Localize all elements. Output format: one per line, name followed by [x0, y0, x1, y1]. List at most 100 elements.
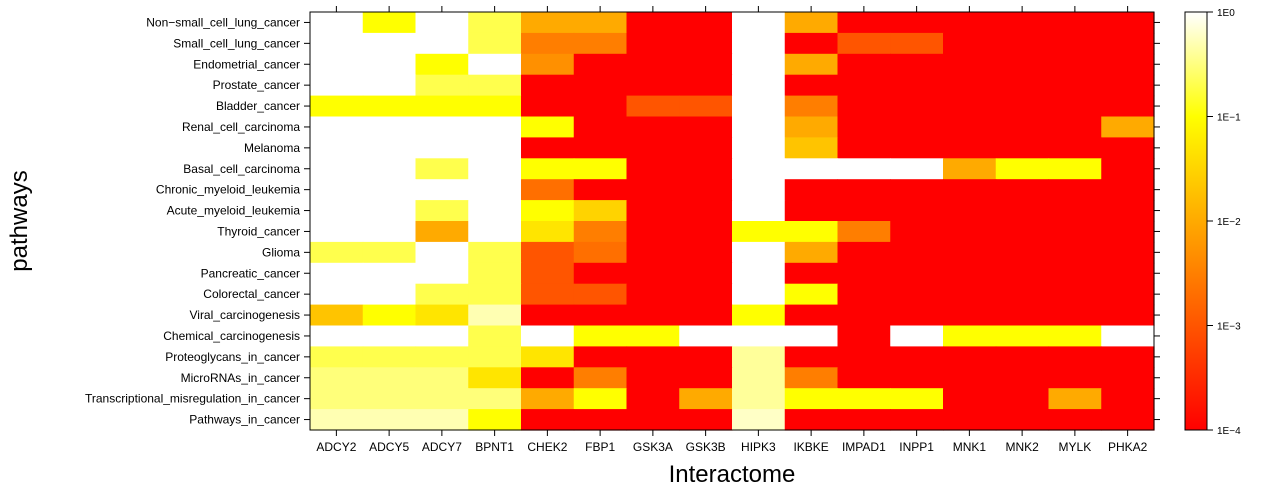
heatmap-cell [415, 388, 469, 410]
heatmap-cell [943, 95, 997, 118]
heatmap-cell [732, 158, 786, 180]
heatmap-cell [415, 116, 469, 138]
heatmap-cell [732, 200, 786, 222]
heatmap-cell [679, 74, 733, 97]
heatmap-cell [626, 12, 680, 34]
heatmap-cell [573, 137, 628, 159]
heatmap-cell [1048, 95, 1102, 118]
heatmap-cell [626, 32, 680, 55]
heatmap-cell [1101, 200, 1155, 222]
heatmap-cell [943, 116, 997, 138]
heatmap-cell [732, 137, 786, 159]
heatmap-cell [573, 74, 628, 97]
heatmap-cell [679, 388, 733, 410]
y-tick-label: Non−small_cell_lung_cancer [146, 15, 300, 29]
heatmap-cell [679, 262, 733, 285]
heatmap-cell [784, 12, 839, 34]
heatmap-cell [626, 53, 680, 76]
heatmap-cell [468, 262, 522, 285]
heatmap-cell [362, 200, 417, 222]
heatmap-cell [362, 262, 417, 285]
heatmap-cell [415, 137, 469, 159]
heatmap-cell [573, 325, 628, 347]
heatmap-cell [784, 32, 839, 55]
heatmap-cell [468, 346, 522, 368]
heatmap-cell [837, 53, 891, 76]
y-tick-label: Colorectal_cancer [203, 287, 300, 301]
heatmap-cell [890, 158, 944, 180]
heatmap-cell [784, 367, 839, 389]
heatmap-cell [626, 409, 680, 431]
heatmap-cell [1101, 304, 1155, 327]
heatmap-cell [415, 95, 469, 118]
y-tick-label: Renal_cell_carcinoma [182, 120, 300, 134]
heatmap-cell [732, 304, 786, 327]
heatmap-cell [415, 346, 469, 368]
heatmap-cell [626, 179, 680, 201]
heatmap-cell [943, 179, 997, 201]
heatmap-cell [732, 409, 786, 431]
heatmap-cell [837, 283, 891, 306]
heatmap-cell [1048, 283, 1102, 306]
heatmap-cell [837, 346, 891, 368]
y-tick-label: Melanoma [244, 141, 300, 155]
heatmap-cell [468, 200, 522, 222]
heatmap-cell [1048, 325, 1102, 347]
heatmap-cell [784, 388, 839, 410]
heatmap-cell [995, 325, 1050, 347]
heatmap-cell [415, 158, 469, 180]
heatmap-cell [1101, 95, 1155, 118]
heatmap-cell [732, 74, 786, 97]
heatmap-cell [310, 388, 364, 410]
heatmap-cell [521, 346, 575, 368]
heatmap-cell [521, 95, 575, 118]
heatmap-cell [1101, 53, 1155, 76]
heatmap-cell [784, 53, 839, 76]
heatmap-cell [468, 137, 522, 159]
heatmap-cell [1101, 179, 1155, 201]
heatmap-cell [468, 325, 522, 347]
heatmap-cell [1048, 116, 1102, 138]
heatmap-cell [943, 283, 997, 306]
heatmap-cell [310, 262, 364, 285]
heatmap-cell [573, 262, 628, 285]
heatmap-cell [521, 262, 575, 285]
x-tick-label: BPNT1 [475, 440, 514, 454]
heatmap-cell [784, 158, 839, 180]
heatmap-cell [679, 116, 733, 138]
heatmap-cell [1101, 262, 1155, 285]
x-tick-label: CHEK2 [527, 440, 567, 454]
heatmap-cell [468, 179, 522, 201]
heatmap-cell [943, 53, 997, 76]
heatmap-cell [626, 158, 680, 180]
heatmap-cell [1101, 409, 1155, 431]
heatmap-cell [890, 388, 944, 410]
heatmap-cell [626, 74, 680, 97]
heatmap-cell [415, 179, 469, 201]
heatmap-cell [1048, 32, 1102, 55]
heatmap-cell [573, 12, 628, 34]
heatmap-cell [468, 283, 522, 306]
x-tick-label: PHKA2 [1108, 440, 1148, 454]
heatmap-cell [995, 137, 1050, 159]
heatmap-cell [573, 388, 628, 410]
heatmap-cell [837, 116, 891, 138]
heatmap-cell [943, 12, 997, 34]
heatmap-cell [310, 53, 364, 76]
heatmap-cell [521, 74, 575, 97]
heatmap-cell [890, 137, 944, 159]
heatmap-cell [573, 95, 628, 118]
heatmap-cell [679, 158, 733, 180]
heatmap-cell [890, 74, 944, 97]
heatmap-cell [521, 241, 575, 264]
heatmap-cell [943, 32, 997, 55]
heatmap-cell [837, 241, 891, 264]
heatmap-cell [837, 158, 891, 180]
heatmap-cell [468, 367, 522, 389]
y-tick-label: Bladder_cancer [216, 99, 300, 113]
heatmap-cell [890, 116, 944, 138]
heatmap-cell [415, 283, 469, 306]
heatmap-cell [1101, 388, 1155, 410]
heatmap-cell [784, 221, 839, 243]
y-tick-label: Pathways_in_cancer [189, 413, 300, 427]
